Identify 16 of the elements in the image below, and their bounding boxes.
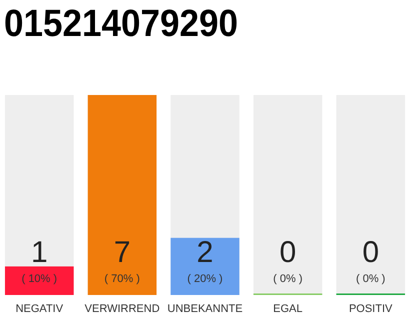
x-tick-label: UNBEKANNTE — [167, 303, 243, 315]
data-label: 0 — [279, 236, 296, 269]
x-tick-label: POSITIV — [348, 303, 394, 315]
x-tick-label: EGAL — [273, 303, 303, 315]
chart-title: 015214079290 — [4, 3, 258, 45]
data-label: 0 — [362, 236, 379, 269]
annotation: ( 20% ) — [187, 273, 223, 285]
x-tick-label: VERWIRREND — [84, 303, 160, 315]
data-label: 2 — [196, 236, 214, 269]
data-label: 1 — [31, 236, 48, 269]
x-tick-label: NEGATIV — [16, 303, 64, 315]
annotation: ( 10% ) — [22, 273, 58, 285]
data-label: 7 — [114, 236, 131, 269]
annotation: ( 70% ) — [104, 273, 140, 285]
annotation: ( 0% ) — [356, 273, 386, 285]
annotation: ( 0% ) — [273, 273, 302, 285]
